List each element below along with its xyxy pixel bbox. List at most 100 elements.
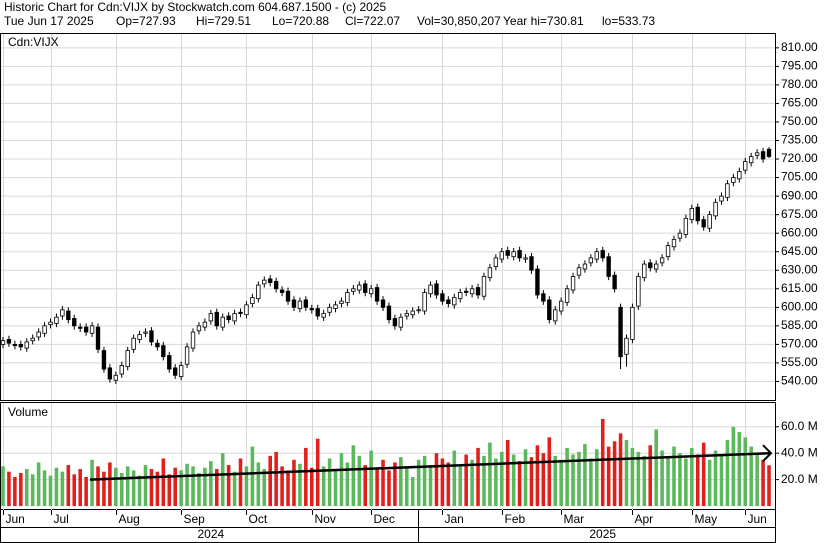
volume-bar xyxy=(119,473,124,507)
volume-bar xyxy=(191,466,195,507)
candle-body xyxy=(161,345,166,358)
candle-body xyxy=(529,256,534,271)
chart-title: Historic Chart for Cdn:VIJX by Stockwatc… xyxy=(4,0,386,14)
candle-body xyxy=(24,341,29,349)
volume-bar xyxy=(54,467,59,507)
volume-bar xyxy=(339,453,344,507)
candle-body xyxy=(446,299,451,305)
candle-body xyxy=(60,309,65,317)
candle-body xyxy=(309,308,314,311)
volume-bar xyxy=(618,433,623,507)
candle-body xyxy=(101,350,107,370)
volume-bar xyxy=(369,450,373,507)
x-tick-label: May xyxy=(695,512,718,526)
candle-body xyxy=(653,263,659,270)
x-tick-label: Mar xyxy=(564,512,585,526)
volume-bar xyxy=(232,471,237,507)
volume-bar xyxy=(244,466,249,507)
candle-body xyxy=(600,250,605,259)
volume-bar xyxy=(517,461,522,507)
candle-body xyxy=(83,326,89,333)
candle-body xyxy=(416,309,421,312)
volume-bar xyxy=(250,446,255,507)
candle-body xyxy=(220,316,225,328)
y-tick-label: 630.00 xyxy=(781,262,818,276)
volume-bar xyxy=(666,457,670,507)
volume-bar xyxy=(375,467,379,507)
volume-bar xyxy=(393,462,397,507)
candle-body xyxy=(398,316,404,328)
volume-bar xyxy=(333,469,338,507)
volume-bar xyxy=(60,471,65,507)
volume-bar xyxy=(345,462,350,507)
candle-body xyxy=(297,300,303,309)
candle-body xyxy=(754,152,760,156)
candle-body xyxy=(695,206,700,222)
x-tick-label: Apr xyxy=(635,512,654,526)
y-tick-label: 540.00 xyxy=(781,374,818,388)
volume-bar xyxy=(719,455,724,507)
candle-body xyxy=(671,238,677,248)
y2-tick-label: 60.0 M xyxy=(781,419,818,433)
candle-body xyxy=(368,288,374,295)
candle-body xyxy=(719,195,724,202)
candle-body xyxy=(547,299,552,321)
candle-body xyxy=(440,293,445,302)
y-tick-label: 795.00 xyxy=(781,59,818,73)
volume-bar xyxy=(434,453,439,507)
volume-bar xyxy=(387,470,391,507)
candle-body xyxy=(178,365,184,377)
volume-bar xyxy=(72,474,77,507)
candle-body xyxy=(659,257,665,264)
volume-bar xyxy=(226,465,231,507)
volume-bar xyxy=(695,454,700,507)
y-tick-label: 810.00 xyxy=(781,40,818,54)
volume-bar xyxy=(511,454,516,507)
volume-bar xyxy=(470,459,474,507)
candle-body xyxy=(743,161,748,171)
candle-body xyxy=(54,316,59,324)
candle-body xyxy=(208,313,214,322)
volume-bar xyxy=(114,467,118,507)
volume-bar xyxy=(292,459,296,507)
volume-bar xyxy=(416,459,421,507)
volume-bar xyxy=(648,445,653,507)
volume-bar xyxy=(559,459,563,507)
volume-bar xyxy=(96,466,100,507)
volume-bar xyxy=(606,446,611,507)
candle-body xyxy=(517,250,522,259)
info-item: Hi=729.51 xyxy=(196,14,251,28)
x-tick-label: Sep xyxy=(184,512,206,526)
candle-body xyxy=(725,183,730,198)
candle-body xyxy=(36,331,41,338)
volume-bar xyxy=(351,445,356,507)
volume-bar xyxy=(298,463,302,507)
volume-bar xyxy=(185,463,189,507)
volume-bar xyxy=(553,455,558,507)
volume-bar xyxy=(767,465,771,507)
candle-body xyxy=(184,346,190,365)
candle-body xyxy=(689,208,694,220)
candle-body xyxy=(380,299,386,308)
candle-body xyxy=(422,292,427,312)
candle-body xyxy=(291,299,297,308)
volume-bar xyxy=(327,458,332,507)
volume-bar xyxy=(422,455,427,507)
candle-body xyxy=(760,151,766,160)
candle-body xyxy=(303,299,309,308)
candle-body xyxy=(48,321,53,326)
candle-body xyxy=(594,251,599,260)
candle-body xyxy=(190,331,196,349)
y2-tick-label: 20.0 M xyxy=(781,472,818,486)
candle-body xyxy=(648,262,653,269)
candle-body xyxy=(250,297,255,305)
candle-body xyxy=(737,170,742,180)
volume-bar xyxy=(143,465,148,507)
candle-body xyxy=(315,308,320,317)
volume-bar xyxy=(36,462,41,507)
candle-body xyxy=(232,313,237,322)
volume-bar xyxy=(108,462,112,507)
volume-bar xyxy=(197,473,201,507)
candle-body xyxy=(351,288,356,292)
candle-body xyxy=(576,267,582,276)
